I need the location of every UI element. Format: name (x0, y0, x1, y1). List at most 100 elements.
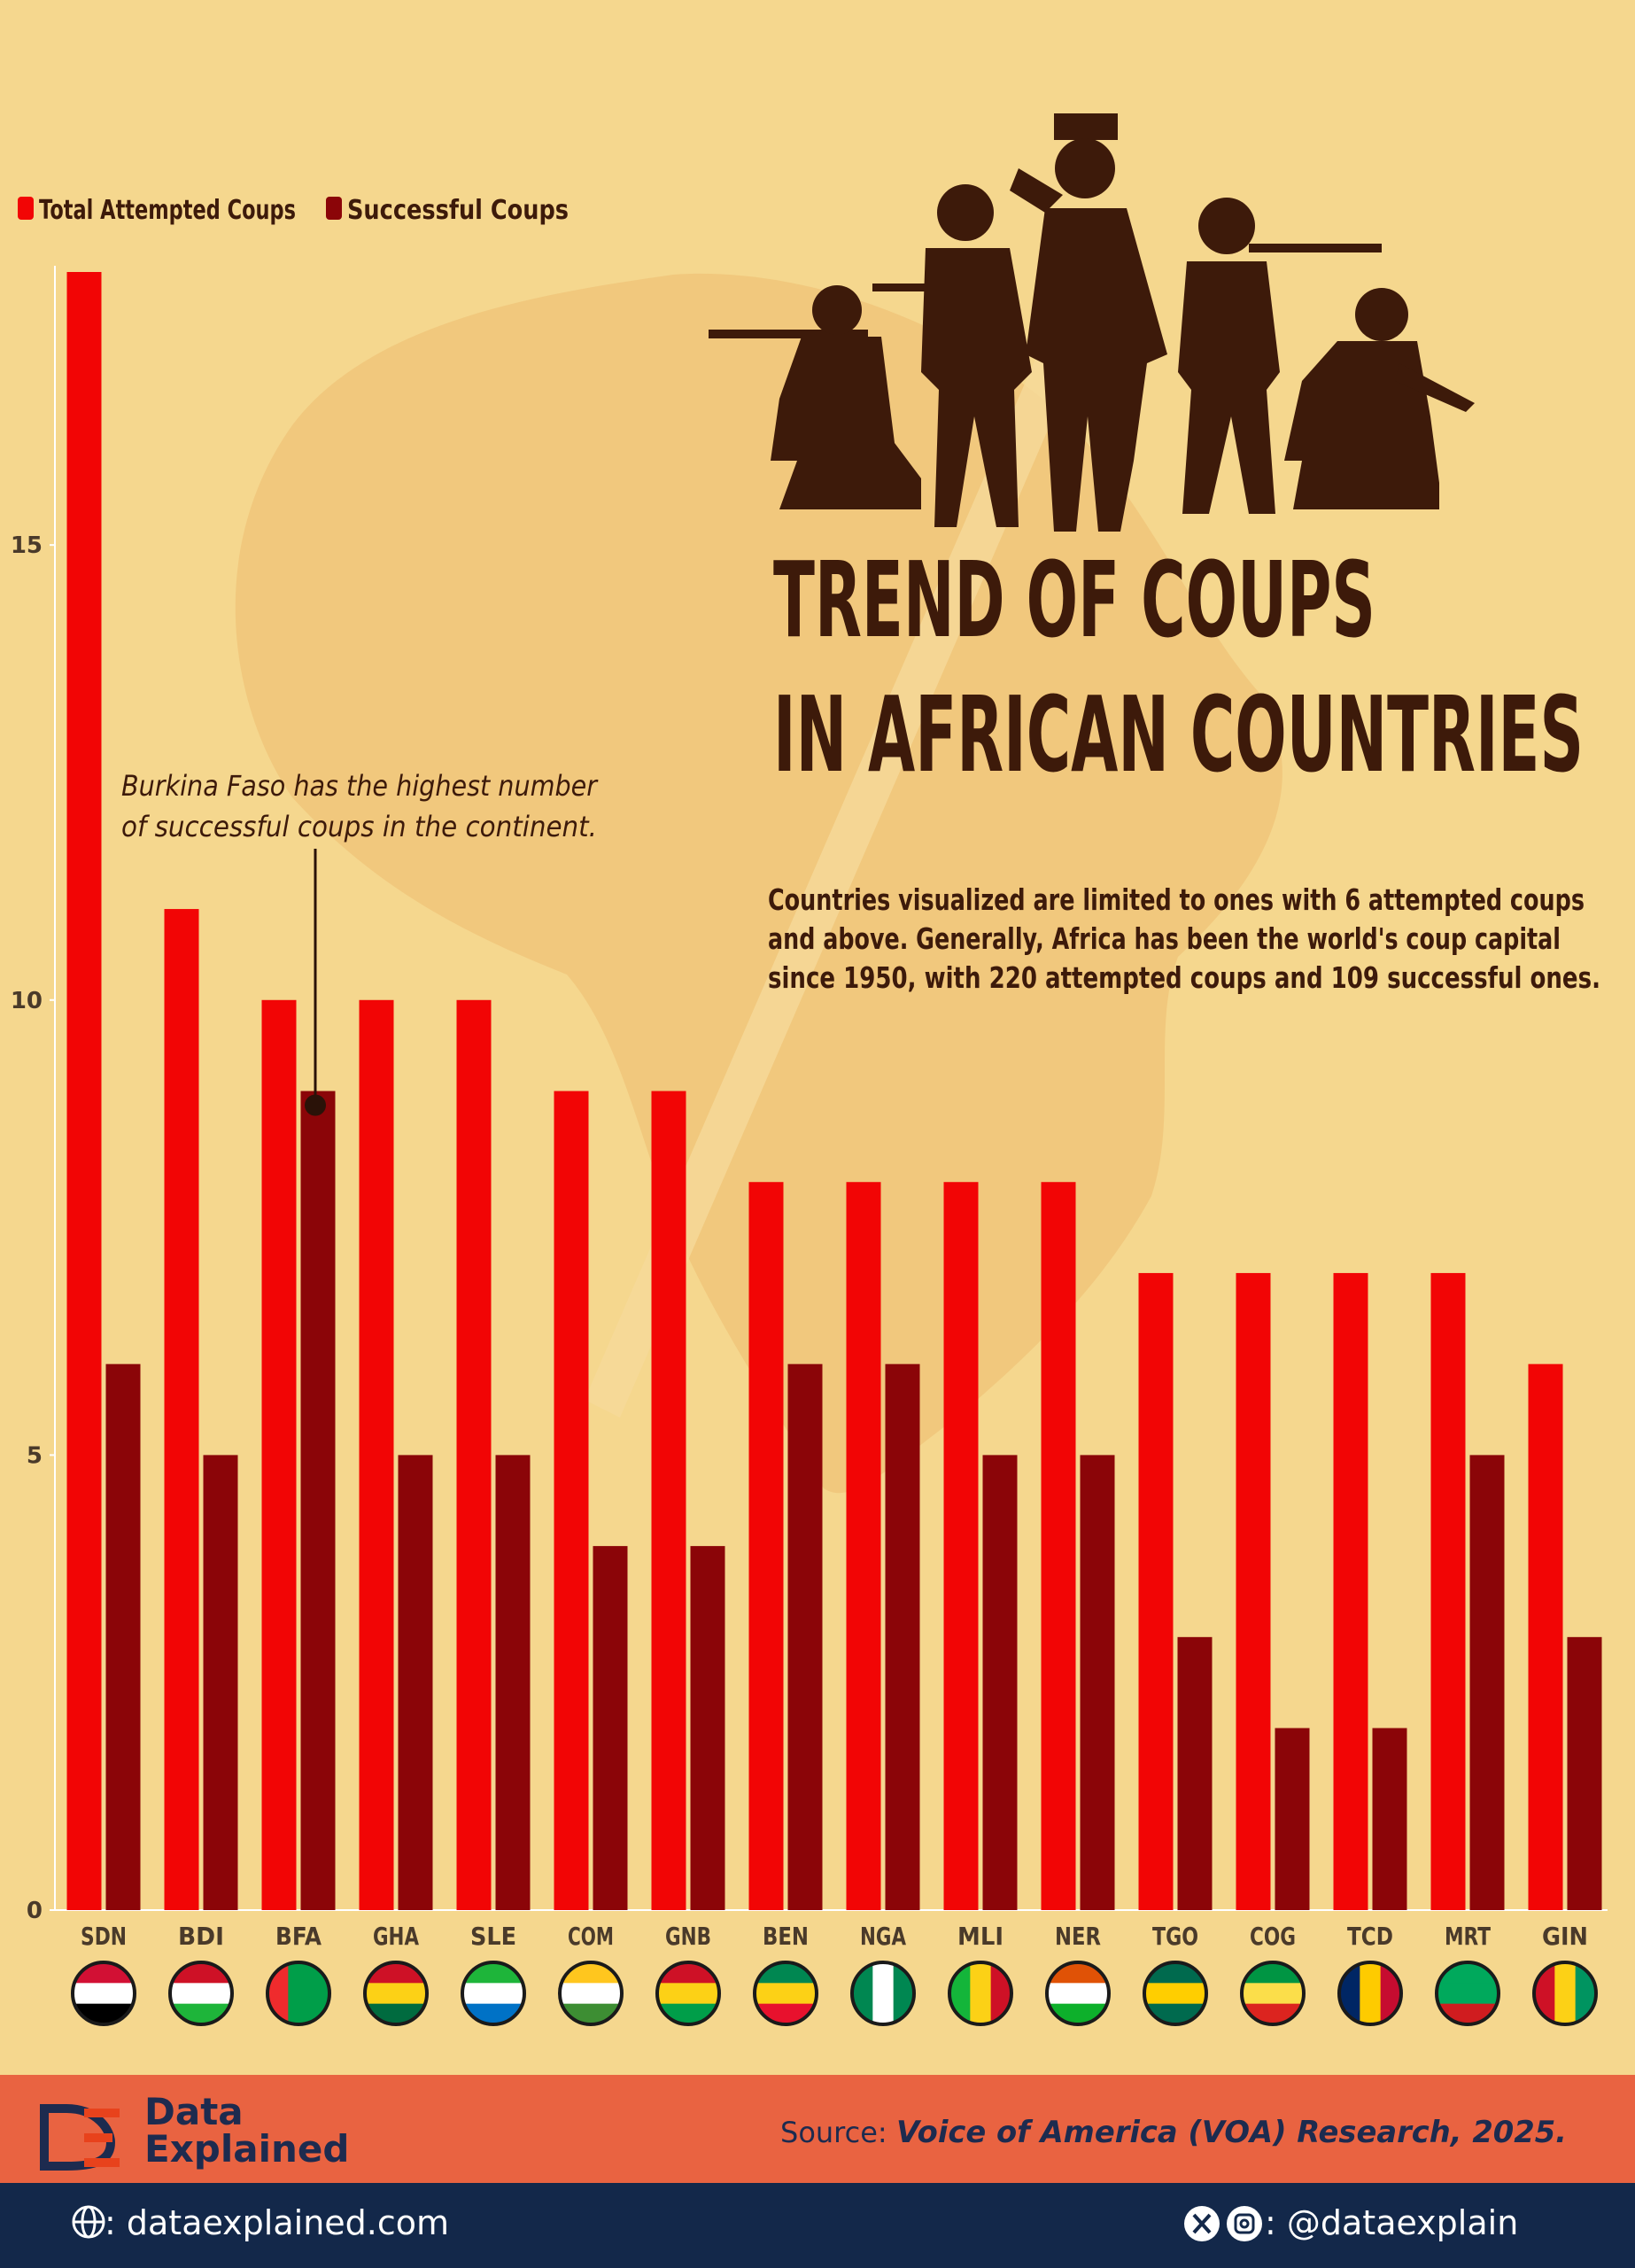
flag-border (461, 1961, 526, 2026)
flag-border (1143, 1961, 1208, 2026)
flag-stripe (1360, 1962, 1382, 2024)
flag-stripe (755, 1983, 817, 2005)
flag-stripe (1242, 1983, 1304, 2005)
bar (787, 1363, 823, 1910)
bar (982, 1455, 1018, 1910)
flag-border (363, 1961, 429, 2026)
flag-border (266, 1961, 331, 2026)
source-label: Source: (780, 2116, 887, 2149)
x-tick-label: COM (568, 1922, 614, 1951)
x-tick-label: BEN (763, 1922, 809, 1951)
y-tick-label: 15 (11, 532, 43, 559)
bar (1567, 1636, 1602, 1910)
flag-border (753, 1961, 818, 2026)
bar (359, 999, 394, 1910)
bar (164, 909, 199, 1910)
globe-icon (72, 2205, 105, 2239)
x-tick-label: SLE (470, 1922, 516, 1951)
bar (66, 272, 102, 1910)
x-tick-label: NGA (860, 1922, 906, 1951)
x-tick-label: BDI (178, 1922, 224, 1951)
bar (1177, 1636, 1213, 1910)
bar (1372, 1728, 1407, 1910)
bar (300, 1091, 336, 1910)
bar (1333, 1272, 1368, 1910)
flag-stripe (170, 1983, 232, 2005)
chart-title: IN AFRICAN COUNTRIES (773, 673, 1584, 796)
bar (398, 1455, 433, 1910)
bar (1275, 1728, 1310, 1910)
flag-stripe (1437, 1983, 1499, 2005)
x-tick-label: BFA (275, 1922, 322, 1951)
bar (554, 1091, 589, 1910)
bar (885, 1363, 920, 1910)
flag-stripe (1144, 1983, 1206, 2005)
annotation: of successful coups in the continent. (121, 810, 597, 843)
bar (593, 1546, 628, 1910)
footer-bar (0, 2183, 1635, 2268)
x-tick-label: GNB (665, 1922, 711, 1951)
bar (1430, 1272, 1466, 1910)
bar (943, 1182, 979, 1910)
bar (690, 1546, 725, 1910)
flag-stripe (970, 1962, 992, 2024)
annotation: Burkina Faso has the highest number (121, 769, 599, 803)
flag-border (1045, 1961, 1111, 2026)
x-tick-label: GHA (373, 1922, 419, 1951)
flag-stripe (872, 1962, 895, 2024)
flag-border (1337, 1961, 1403, 2026)
flag-stripe (288, 1962, 310, 2024)
logo-mark (40, 2104, 120, 2171)
flag-stripe (657, 1983, 719, 2005)
bar (105, 1363, 141, 1910)
x-tick-label: TGO (1152, 1922, 1198, 1951)
flag-border (850, 1961, 916, 2026)
chart-title: TREND OF COUPS (773, 539, 1375, 661)
flag-stripe (73, 1983, 135, 2005)
y-tick-label: 0 (27, 1898, 43, 1924)
bar (1469, 1455, 1505, 1910)
bar (1528, 1363, 1563, 1910)
x-tick-label: SDN (81, 1922, 127, 1951)
x-tick-label: MLI (957, 1922, 1003, 1951)
flag-stripe (1047, 1983, 1109, 2005)
flag-border (71, 1961, 136, 2026)
flag-border (1240, 1961, 1306, 2026)
x-tick-label: MRT (1445, 1922, 1491, 1951)
subtitle: Countries visualized are limited to ones… (768, 882, 1585, 917)
flag-border (1435, 1961, 1500, 2026)
y-tick-label: 10 (11, 988, 43, 1014)
flag-border (655, 1961, 721, 2026)
social-icons (1184, 2206, 1262, 2241)
bar (261, 999, 297, 1910)
flag-border (168, 1961, 234, 2026)
source: Voice of America (VOA) Research, 2025. (896, 2115, 1567, 2150)
legend-swatch (326, 197, 342, 220)
flag-stripe (560, 1983, 622, 2005)
soldier-silhouettes (709, 113, 1475, 532)
social-handle: : @dataexplain (1265, 2203, 1518, 2242)
brand-name: Explained (144, 2127, 349, 2171)
bar (203, 1455, 238, 1910)
subtitle: since 1950, with 220 attempted coups and… (768, 960, 1600, 995)
legend-label: Successful Coups (347, 195, 569, 226)
flag-border (1532, 1961, 1598, 2026)
brand-name: Data (144, 2090, 244, 2133)
bar (748, 1182, 784, 1910)
flag-stripe (462, 1983, 524, 2005)
x-tick-label: COG (1250, 1922, 1296, 1951)
bar (495, 1455, 531, 1910)
x-tick-label: NER (1055, 1922, 1101, 1951)
subtitle: and above. Generally, Africa has been th… (768, 921, 1561, 956)
flag-stripe (365, 1983, 427, 2005)
y-tick-label: 5 (27, 1442, 43, 1469)
legend-label: Total Attempted Coups (39, 195, 296, 226)
africa-map (235, 273, 1282, 1494)
website: : dataexplained.com (105, 2203, 449, 2242)
x-tick-label: TCD (1347, 1922, 1393, 1951)
x-tick-label: GIN (1542, 1922, 1588, 1951)
bar (1236, 1272, 1271, 1910)
legend-swatch (18, 197, 34, 220)
